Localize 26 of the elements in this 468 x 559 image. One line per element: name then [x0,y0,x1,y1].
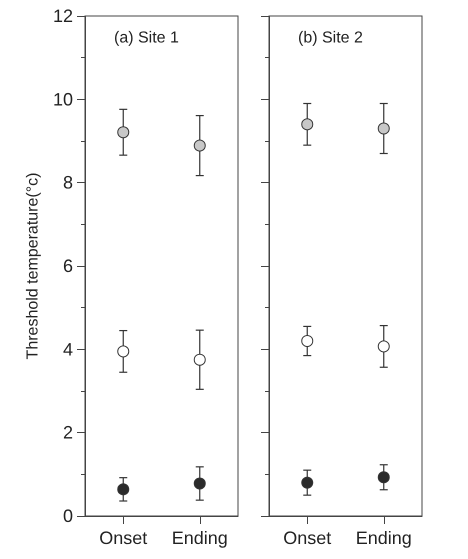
y-tick-label: 10 [52,89,73,110]
point [117,483,130,496]
text: (a) Site 1 [114,30,180,46]
point [194,478,206,490]
y-tick-label: 8 [62,172,73,193]
text: (b) Site 2 [298,30,364,46]
point [117,345,130,358]
y-tick-label: 6 [62,256,73,276]
y-tick-label: 12 [52,6,73,26]
x-tick-label: Ending [356,528,412,548]
point [378,340,390,352]
y-tick-label: 2 [62,422,73,443]
y-axis-title: Threshold temperature(°c) [24,172,42,360]
point [301,118,314,130]
point [301,476,314,489]
point [378,471,390,484]
point [117,126,130,138]
point [194,140,206,152]
point [301,335,314,347]
x-tick-label: Ending [172,528,228,548]
y-tick-label: 0 [62,506,73,526]
point [194,354,206,366]
x-tick-label: Onset [283,528,332,548]
y-tick-label: 4 [62,339,73,360]
x-tick-label: Onset [99,528,148,548]
point [378,122,390,134]
